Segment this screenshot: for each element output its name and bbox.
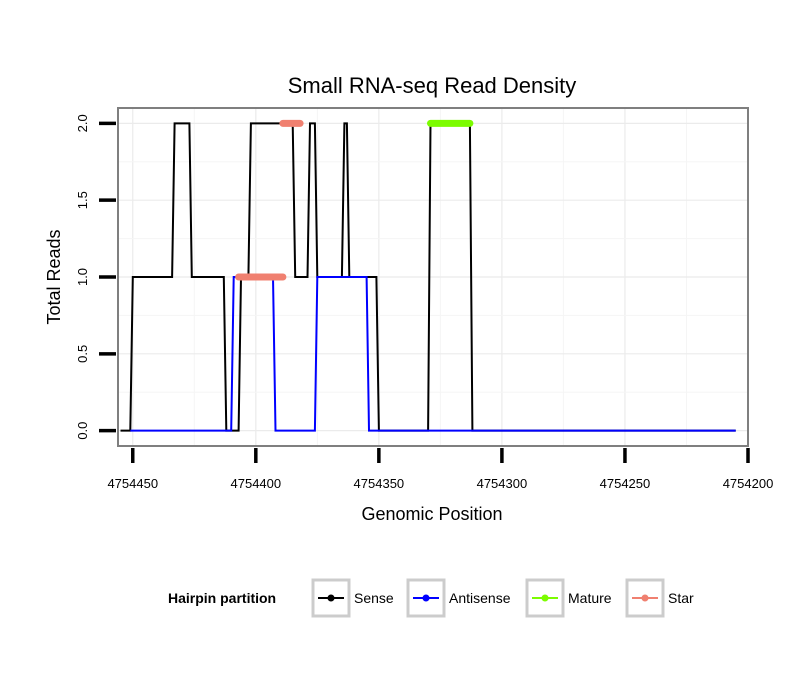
legend-key-dot <box>541 594 549 602</box>
legend-key-dot <box>641 594 649 602</box>
data-series <box>120 119 736 432</box>
x-axis-ticks: 4754450 4754400 4754350 4754300 4754250 47542… <box>107 448 773 491</box>
x-tick-label: 4754350 <box>354 476 405 491</box>
chart-title: Small RNA-seq Read Density <box>288 73 577 98</box>
legend-label: Antisense <box>449 590 511 606</box>
legend-item-mature: Mature <box>525 578 612 618</box>
x-tick-label: 4754450 <box>107 476 158 491</box>
x-tick-label: 4754250 <box>600 476 651 491</box>
y-tick-label: 1.0 <box>75 268 90 286</box>
x-tick-label: 4754200 <box>723 476 774 491</box>
legend-label: Sense <box>354 590 394 606</box>
y-axis-title: Total Reads <box>44 229 64 324</box>
x-axis-title: Genomic Position <box>361 504 502 524</box>
y-tick-label: 1.5 <box>75 191 90 209</box>
series-line-antisense <box>130 276 736 432</box>
legend-item-antisense: Antisense <box>406 578 511 618</box>
y-tick-label: 2.0 <box>75 114 90 132</box>
legend: Hairpin partition Sense Antisense Mature St… <box>168 578 694 618</box>
x-tick-label: 4754300 <box>477 476 528 491</box>
legend-item-sense: Sense <box>311 578 394 618</box>
legend-label: Star <box>668 590 694 606</box>
y-axis-ticks: 0.0 0.5 1.0 1.5 2.0 <box>75 114 116 440</box>
legend-title: Hairpin partition <box>168 590 276 606</box>
plot-border <box>117 107 749 447</box>
legend-key-dot <box>422 594 430 602</box>
y-tick-label: 0.5 <box>75 345 90 363</box>
legend-label: Mature <box>568 590 612 606</box>
legend-key-dot <box>327 594 335 602</box>
legend-item-star: Star <box>625 578 694 618</box>
y-tick-label: 0.0 <box>75 422 90 440</box>
x-tick-label: 4754400 <box>231 476 282 491</box>
